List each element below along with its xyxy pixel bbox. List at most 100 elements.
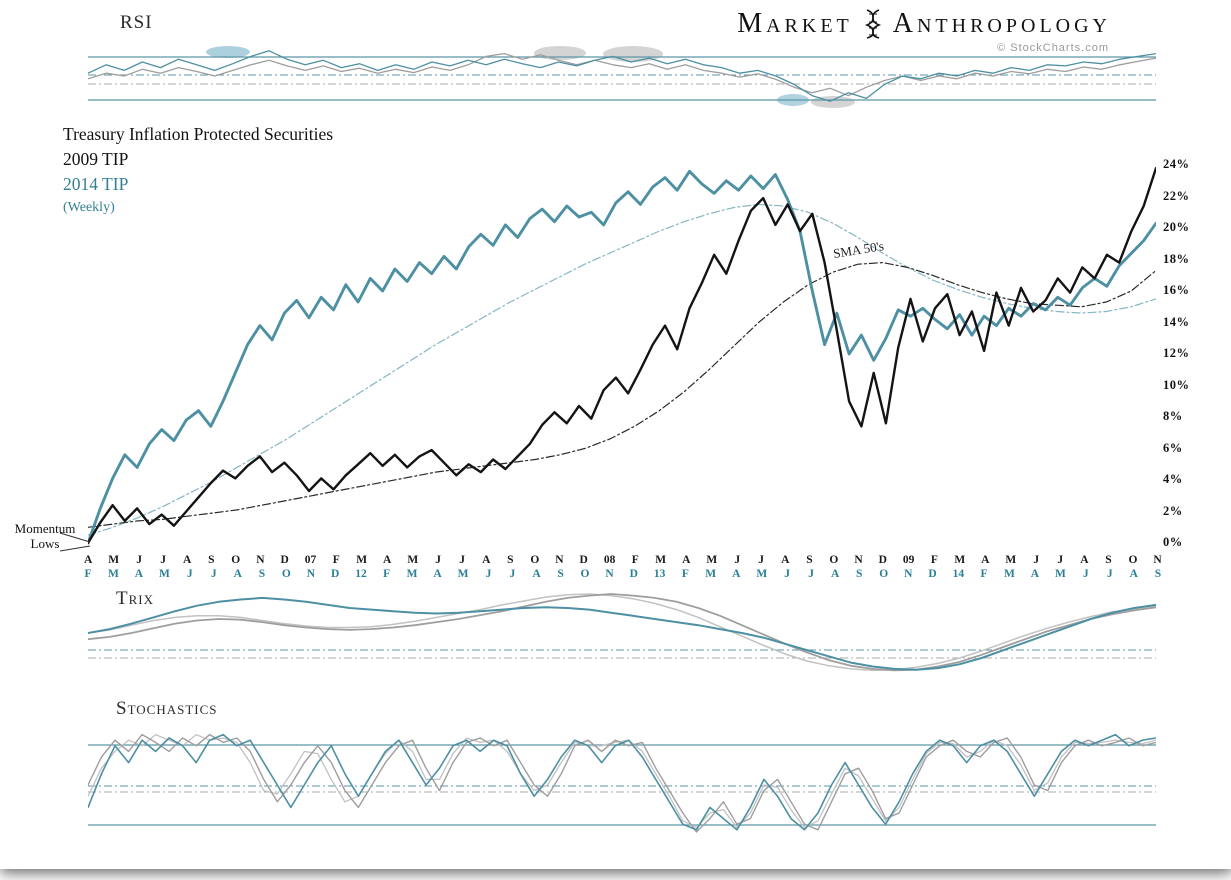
x-axis-month-label: N: [256, 554, 265, 566]
main-price-chart: [88, 166, 1156, 545]
x-axis-month-label: A: [1129, 568, 1138, 580]
brand: Market Anthropology: [737, 8, 1111, 40]
x-axis-month-label: 12: [355, 568, 367, 580]
x-axis-month-label: D: [878, 554, 887, 566]
y-axis: 24% 22% 20% 18% 16% 14% 12% 10% 8% 6% 4% 2% 0%: [1163, 150, 1211, 550]
x-axis-month-label: J: [1082, 568, 1089, 580]
rsi-shade-teal-1: [206, 46, 250, 58]
x-axis-month-label: N: [306, 568, 316, 580]
x-axis-month-label: M: [705, 568, 717, 580]
y-axis-label: 20%: [1163, 220, 1190, 234]
x-axis-month-label: M: [407, 554, 419, 566]
x-axis-month-label: A: [1080, 554, 1089, 566]
series-rsi-2014-tip-: [88, 50, 1156, 102]
y-axis-label: 8%: [1163, 409, 1183, 423]
legend-2009-tip: 2009 TIP: [63, 149, 129, 169]
x-axis-month-label: A: [183, 554, 192, 566]
series-trix-2009-tip-: [88, 593, 1156, 672]
x-axis-month-label: J: [808, 568, 814, 580]
x-axis-month-label: M: [406, 568, 418, 580]
legend-2014-tip: 2014 TIP: [63, 174, 129, 194]
x-axis-month-label: J: [459, 554, 465, 566]
x-axis-month-label: F: [980, 568, 988, 580]
x-axis-month-label: F: [681, 568, 689, 580]
x-axis-month-label: A: [981, 554, 990, 566]
x-axis-month-label: N: [555, 554, 564, 566]
x-axis-month-label: F: [383, 568, 391, 580]
series-trix-2014-tip-: [88, 596, 1156, 671]
x-axis-month-label: M: [158, 568, 170, 580]
y-axis-label: 4%: [1163, 472, 1183, 486]
x-axis-month-label: S: [856, 568, 863, 580]
x-axis-month-label: S: [1105, 554, 1112, 566]
stochastics-panel-label: Stochastics: [116, 698, 218, 719]
x-axis-month-label: M: [108, 554, 120, 566]
rsi-chart: [88, 46, 1156, 108]
x-axis-month-label: N: [605, 568, 614, 580]
x-axis-month-label: J: [758, 554, 765, 566]
x-axis-month-label: F: [930, 554, 938, 566]
series-rsi-2009-tip-: [88, 52, 1156, 97]
x-axis-month-label: J: [1057, 554, 1064, 566]
x-axis-month-label: O: [530, 554, 540, 566]
y-axis-label: 10%: [1163, 377, 1190, 392]
momentum-pointer-lines: [59, 532, 91, 552]
x-axis-month-label: D: [928, 568, 937, 580]
x-axis-month-label: J: [1033, 554, 1040, 566]
x-axis-month-label: M: [1003, 568, 1015, 580]
x-axis-month-label: A: [781, 554, 790, 566]
y-axis-label: 0%: [1163, 535, 1183, 549]
x-axis-month-label: M: [756, 568, 768, 580]
x-axis-month-label: M: [706, 554, 718, 566]
x-axis-month-label: 09: [902, 554, 915, 566]
x-axis-month-label: D: [330, 568, 340, 580]
x-axis-month-label: S: [557, 568, 564, 580]
frequency-label: (Weekly): [63, 200, 115, 215]
series-2009-tip-sma-50: [88, 261, 1156, 528]
x-axis-month-label: N: [904, 568, 913, 580]
trix-panel-label: Trix: [116, 588, 154, 609]
x-axis-month-label: S: [806, 554, 813, 566]
x-axis-month-label: J: [485, 568, 492, 580]
x-axis-month-label: M: [107, 568, 119, 580]
x-axis-month-label: O: [580, 568, 590, 580]
x-axis-month-label: 07: [304, 554, 317, 566]
momentum-lows-annotation: Momentum Lows: [4, 521, 86, 551]
x-axis-month-label: S: [507, 554, 514, 566]
x-axis-month-label: A: [383, 554, 392, 566]
x-axis-month-label: O: [281, 568, 291, 580]
y-axis-label: 12%: [1163, 346, 1190, 360]
trix-chart: [88, 593, 1156, 672]
x-axis-month-label: O: [1128, 554, 1138, 566]
series-2009-tip: [88, 166, 1156, 545]
x-axis-month-label: A: [831, 568, 840, 580]
x-axis-month-label: J: [734, 554, 741, 566]
x-axis-month-label: J: [136, 554, 142, 566]
x-axis-month-label: O: [879, 568, 889, 580]
stockcharts-credit: © StockCharts.com: [997, 42, 1109, 54]
x-axis-month-label: A: [134, 568, 144, 580]
x-axis-month-label: A: [433, 568, 442, 580]
x-axis-month-label: 14: [952, 568, 965, 580]
y-axis-label: 24%: [1163, 157, 1190, 171]
x-axis-month-label: F: [631, 554, 639, 566]
x-axis-month-label: D: [280, 554, 289, 566]
x-axis-month-label: N: [1153, 554, 1162, 566]
x-axis-month-label: J: [435, 554, 442, 566]
rsi-shade-gray-1: [534, 46, 586, 60]
x-axis-month-label: 08: [603, 554, 616, 566]
x-axis-month-label: M: [457, 568, 469, 580]
x-axis-month-label: M: [954, 554, 966, 566]
x-axis-month-label: S: [1154, 568, 1162, 580]
x-axis-months-2009: A M J J A S O N D 07 F M A M J J A S O N D 08 F M A M J J A S O N D 09 F M A…: [84, 554, 1162, 566]
brand-anthropology: Anthropology: [892, 8, 1111, 39]
x-axis-month-label: M: [1005, 554, 1017, 566]
dna-icon: [864, 9, 881, 39]
y-axis-label: 18%: [1163, 251, 1190, 266]
series-stochastics-k-2009-tip-: [88, 733, 1156, 833]
x-axis-month-label: D: [629, 568, 638, 580]
x-axis-month-label: M: [356, 554, 368, 566]
x-axis-month-label: J: [160, 554, 166, 566]
rsi-panel-label: RSI: [120, 12, 153, 33]
momentum-lows-line2: Lows: [30, 536, 60, 551]
